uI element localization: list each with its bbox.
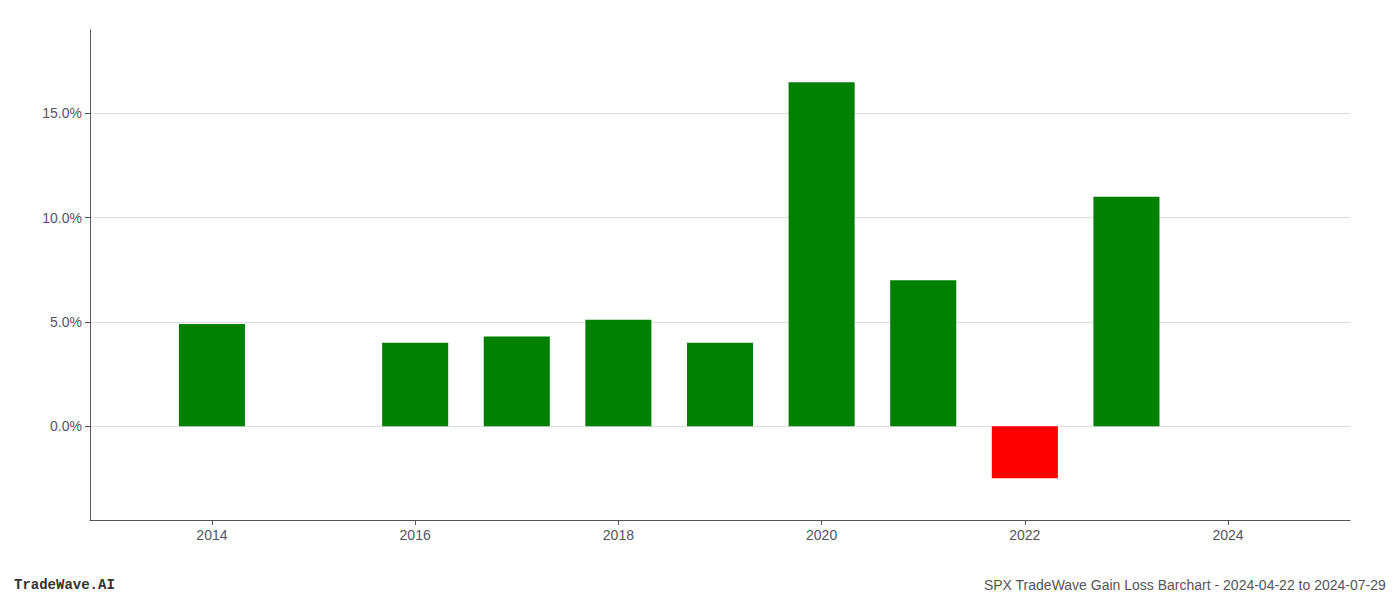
svg-text:2016: 2016 xyxy=(400,527,431,543)
svg-text:0.0%: 0.0% xyxy=(50,418,82,434)
svg-text:2022: 2022 xyxy=(1009,527,1040,543)
svg-text:2020: 2020 xyxy=(806,527,837,543)
svg-text:SPX TradeWave Gain Loss Barcha: SPX TradeWave Gain Loss Barchart - 2024-… xyxy=(984,577,1386,593)
svg-text:2018: 2018 xyxy=(603,527,634,543)
svg-text:TradeWave.AI: TradeWave.AI xyxy=(14,577,115,593)
svg-text:10.0%: 10.0% xyxy=(42,210,82,226)
svg-text:5.0%: 5.0% xyxy=(50,314,82,330)
svg-text:2024: 2024 xyxy=(1212,527,1243,543)
svg-text:15.0%: 15.0% xyxy=(42,105,82,121)
svg-text:2014: 2014 xyxy=(196,527,227,543)
